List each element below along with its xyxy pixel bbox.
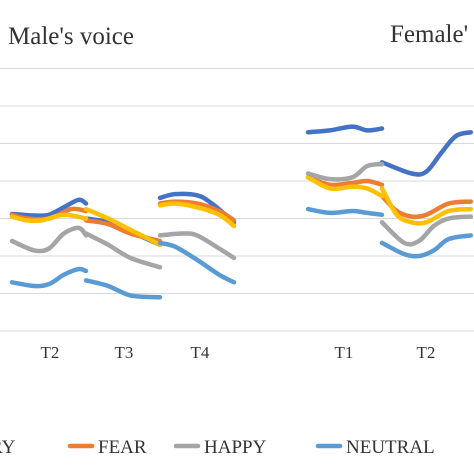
series-angry-line-3 [305, 124, 385, 135]
legend-label-1: FEAR [98, 437, 147, 458]
x-tick-label-3: T1 [335, 343, 354, 362]
x-tick-label-4: T2 [417, 343, 436, 362]
series-neutral-line-3 [305, 206, 385, 218]
series-yellow-line-2 [157, 201, 237, 229]
legend-label-2: HAPPY [204, 437, 267, 458]
legend-item-3: NEUTRAL [315, 437, 435, 458]
series-neutral-line-4 [379, 233, 474, 259]
panel-title-male: Male's voice [8, 23, 134, 50]
series-angry-line-4 [379, 130, 474, 177]
x-tick-label-2: T4 [191, 343, 210, 362]
series-happy-line-0 [9, 225, 89, 254]
legend-item-0: RY [0, 437, 16, 458]
x-tick-labels: T2 T3 T4 T1 T2 [41, 343, 436, 362]
series-neutral-line-2 [157, 240, 237, 285]
x-tick-label-0: T2 [41, 343, 60, 362]
series-neutral [9, 206, 474, 300]
legend-label-0: RY [0, 437, 16, 458]
grid-lines [0, 68, 474, 332]
legend-label-3: NEUTRAL [346, 437, 435, 458]
legend-item-2: HAPPY [173, 437, 267, 458]
series-yellow-line-3 [305, 175, 385, 199]
series-angry-line-0 [9, 197, 89, 218]
series-lines [9, 124, 474, 300]
series-happy-line-3 [305, 161, 385, 182]
series-neutral-line-0 [9, 266, 89, 289]
series-happy-line-2 [157, 231, 237, 261]
series-yellow-line-0 [9, 212, 89, 224]
series-yellow-line-4 [379, 186, 474, 226]
series-happy-line-1 [83, 231, 163, 270]
legend-item-1: FEAR [67, 437, 147, 458]
series-happy [9, 161, 474, 270]
series-yellow-line-1 [83, 206, 163, 248]
legend: RY FEAR HAPPY NEUTRAL [0, 437, 435, 458]
series-yellow [9, 175, 474, 248]
series-fear-line-3 [305, 175, 385, 188]
series-happy-line-4 [379, 214, 474, 247]
series-neutral-line-1 [83, 278, 163, 300]
panel-title-female: Female' [390, 21, 468, 48]
x-tick-label-1: T3 [115, 343, 134, 362]
